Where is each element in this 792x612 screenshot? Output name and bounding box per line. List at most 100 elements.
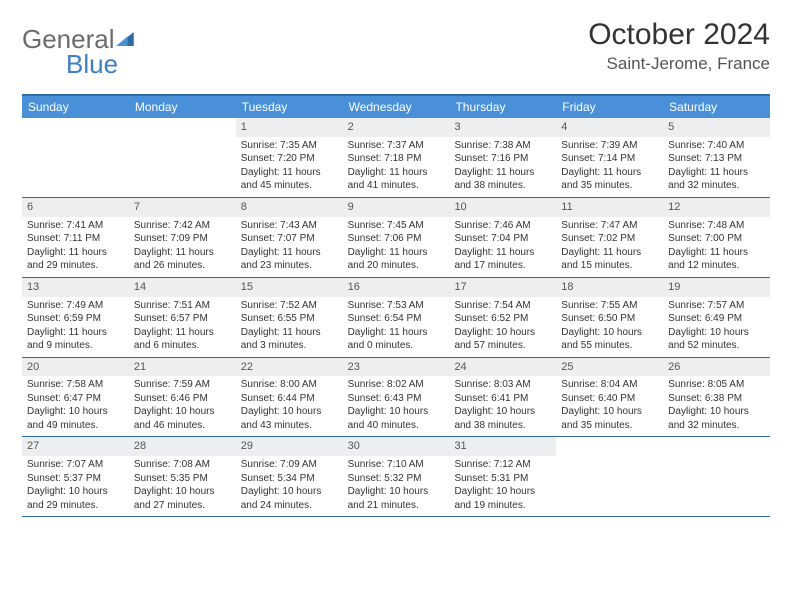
day-number: 1 [236, 118, 343, 137]
day-cell-17: 17Sunrise: 7:54 AMSunset: 6:52 PMDayligh… [449, 278, 556, 357]
title-block: October 2024 Saint-Jerome, France [588, 18, 770, 74]
day-details: Sunrise: 7:07 AMSunset: 5:37 PMDaylight:… [22, 456, 129, 516]
day-details: Sunrise: 7:58 AMSunset: 6:47 PMDaylight:… [22, 376, 129, 436]
day-details: Sunrise: 7:48 AMSunset: 7:00 PMDaylight:… [663, 217, 770, 277]
week-row: ..1Sunrise: 7:35 AMSunset: 7:20 PMDaylig… [22, 118, 770, 198]
day-number: 29 [236, 437, 343, 456]
month-title: October 2024 [588, 18, 770, 52]
day-number: 3 [449, 118, 556, 137]
day-cell-13: 13Sunrise: 7:49 AMSunset: 6:59 PMDayligh… [22, 278, 129, 357]
day-details: Sunrise: 7:12 AMSunset: 5:31 PMDaylight:… [449, 456, 556, 516]
day-number: 11 [556, 198, 663, 217]
day-cell-31: 31Sunrise: 7:12 AMSunset: 5:31 PMDayligh… [449, 437, 556, 516]
day-number: 5 [663, 118, 770, 137]
day-cell-empty: . [556, 437, 663, 516]
day-cell-5: 5Sunrise: 7:40 AMSunset: 7:13 PMDaylight… [663, 118, 770, 197]
day-details: Sunrise: 7:40 AMSunset: 7:13 PMDaylight:… [663, 137, 770, 197]
day-cell-10: 10Sunrise: 7:46 AMSunset: 7:04 PMDayligh… [449, 198, 556, 277]
day-cell-7: 7Sunrise: 7:42 AMSunset: 7:09 PMDaylight… [129, 198, 236, 277]
day-details: Sunrise: 7:38 AMSunset: 7:16 PMDaylight:… [449, 137, 556, 197]
day-cell-3: 3Sunrise: 7:38 AMSunset: 7:16 PMDaylight… [449, 118, 556, 197]
day-number: 14 [129, 278, 236, 297]
day-number: 8 [236, 198, 343, 217]
day-number: 13 [22, 278, 129, 297]
location: Saint-Jerome, France [588, 54, 770, 74]
day-details: Sunrise: 7:41 AMSunset: 7:11 PMDaylight:… [22, 217, 129, 277]
day-number: 25 [556, 358, 663, 377]
day-details: Sunrise: 8:03 AMSunset: 6:41 PMDaylight:… [449, 376, 556, 436]
day-number: 26 [663, 358, 770, 377]
day-cell-2: 2Sunrise: 7:37 AMSunset: 7:18 PMDaylight… [343, 118, 450, 197]
day-details: Sunrise: 8:04 AMSunset: 6:40 PMDaylight:… [556, 376, 663, 436]
day-cell-30: 30Sunrise: 7:10 AMSunset: 5:32 PMDayligh… [343, 437, 450, 516]
day-details: Sunrise: 8:00 AMSunset: 6:44 PMDaylight:… [236, 376, 343, 436]
day-number: 9 [343, 198, 450, 217]
day-header-saturday: Saturday [663, 96, 770, 118]
day-number: 22 [236, 358, 343, 377]
day-details: Sunrise: 7:47 AMSunset: 7:02 PMDaylight:… [556, 217, 663, 277]
day-details: Sunrise: 7:43 AMSunset: 7:07 PMDaylight:… [236, 217, 343, 277]
day-details: Sunrise: 7:59 AMSunset: 6:46 PMDaylight:… [129, 376, 236, 436]
calendar: SundayMondayTuesdayWednesdayThursdayFrid… [22, 94, 770, 517]
day-cell-9: 9Sunrise: 7:45 AMSunset: 7:06 PMDaylight… [343, 198, 450, 277]
day-details: Sunrise: 8:02 AMSunset: 6:43 PMDaylight:… [343, 376, 450, 436]
day-cell-4: 4Sunrise: 7:39 AMSunset: 7:14 PMDaylight… [556, 118, 663, 197]
day-details: Sunrise: 7:49 AMSunset: 6:59 PMDaylight:… [22, 297, 129, 357]
day-cell-26: 26Sunrise: 8:05 AMSunset: 6:38 PMDayligh… [663, 358, 770, 437]
logo-triangle-icon [116, 32, 134, 51]
day-cell-empty: . [663, 437, 770, 516]
day-cell-29: 29Sunrise: 7:09 AMSunset: 5:34 PMDayligh… [236, 437, 343, 516]
day-number: 20 [22, 358, 129, 377]
day-details: Sunrise: 8:05 AMSunset: 6:38 PMDaylight:… [663, 376, 770, 436]
day-details: Sunrise: 7:51 AMSunset: 6:57 PMDaylight:… [129, 297, 236, 357]
day-cell-19: 19Sunrise: 7:57 AMSunset: 6:49 PMDayligh… [663, 278, 770, 357]
day-cell-27: 27Sunrise: 7:07 AMSunset: 5:37 PMDayligh… [22, 437, 129, 516]
day-number: 6 [22, 198, 129, 217]
day-number: 17 [449, 278, 556, 297]
day-number: 18 [556, 278, 663, 297]
day-details: Sunrise: 7:42 AMSunset: 7:09 PMDaylight:… [129, 217, 236, 277]
day-header-friday: Friday [556, 96, 663, 118]
day-number: 24 [449, 358, 556, 377]
week-row: 13Sunrise: 7:49 AMSunset: 6:59 PMDayligh… [22, 278, 770, 358]
day-number: 2 [343, 118, 450, 137]
day-details: Sunrise: 7:53 AMSunset: 6:54 PMDaylight:… [343, 297, 450, 357]
day-number: 19 [663, 278, 770, 297]
day-cell-21: 21Sunrise: 7:59 AMSunset: 6:46 PMDayligh… [129, 358, 236, 437]
day-number: 21 [129, 358, 236, 377]
day-header-monday: Monday [129, 96, 236, 118]
day-header-thursday: Thursday [449, 96, 556, 118]
day-number: 23 [343, 358, 450, 377]
day-details: Sunrise: 7:54 AMSunset: 6:52 PMDaylight:… [449, 297, 556, 357]
day-details: Sunrise: 7:45 AMSunset: 7:06 PMDaylight:… [343, 217, 450, 277]
day-number: 4 [556, 118, 663, 137]
day-number: 12 [663, 198, 770, 217]
day-cell-25: 25Sunrise: 8:04 AMSunset: 6:40 PMDayligh… [556, 358, 663, 437]
day-details: Sunrise: 7:10 AMSunset: 5:32 PMDaylight:… [343, 456, 450, 516]
day-number: 28 [129, 437, 236, 456]
day-details: Sunrise: 7:39 AMSunset: 7:14 PMDaylight:… [556, 137, 663, 197]
day-number: 7 [129, 198, 236, 217]
day-number: 31 [449, 437, 556, 456]
day-cell-8: 8Sunrise: 7:43 AMSunset: 7:07 PMDaylight… [236, 198, 343, 277]
week-row: 27Sunrise: 7:07 AMSunset: 5:37 PMDayligh… [22, 437, 770, 517]
day-cell-1: 1Sunrise: 7:35 AMSunset: 7:20 PMDaylight… [236, 118, 343, 197]
day-details: Sunrise: 7:55 AMSunset: 6:50 PMDaylight:… [556, 297, 663, 357]
day-number: 30 [343, 437, 450, 456]
day-cell-28: 28Sunrise: 7:08 AMSunset: 5:35 PMDayligh… [129, 437, 236, 516]
day-cell-12: 12Sunrise: 7:48 AMSunset: 7:00 PMDayligh… [663, 198, 770, 277]
day-details: Sunrise: 7:09 AMSunset: 5:34 PMDaylight:… [236, 456, 343, 516]
week-row: 6Sunrise: 7:41 AMSunset: 7:11 PMDaylight… [22, 198, 770, 278]
day-header-sunday: Sunday [22, 96, 129, 118]
day-header-wednesday: Wednesday [343, 96, 450, 118]
day-details: Sunrise: 7:35 AMSunset: 7:20 PMDaylight:… [236, 137, 343, 197]
day-details: Sunrise: 7:37 AMSunset: 7:18 PMDaylight:… [343, 137, 450, 197]
day-details: Sunrise: 7:46 AMSunset: 7:04 PMDaylight:… [449, 217, 556, 277]
day-cell-20: 20Sunrise: 7:58 AMSunset: 6:47 PMDayligh… [22, 358, 129, 437]
day-cell-6: 6Sunrise: 7:41 AMSunset: 7:11 PMDaylight… [22, 198, 129, 277]
day-cell-23: 23Sunrise: 8:02 AMSunset: 6:43 PMDayligh… [343, 358, 450, 437]
week-row: 20Sunrise: 7:58 AMSunset: 6:47 PMDayligh… [22, 358, 770, 438]
day-details: Sunrise: 7:57 AMSunset: 6:49 PMDaylight:… [663, 297, 770, 357]
day-number: 10 [449, 198, 556, 217]
day-cell-16: 16Sunrise: 7:53 AMSunset: 6:54 PMDayligh… [343, 278, 450, 357]
